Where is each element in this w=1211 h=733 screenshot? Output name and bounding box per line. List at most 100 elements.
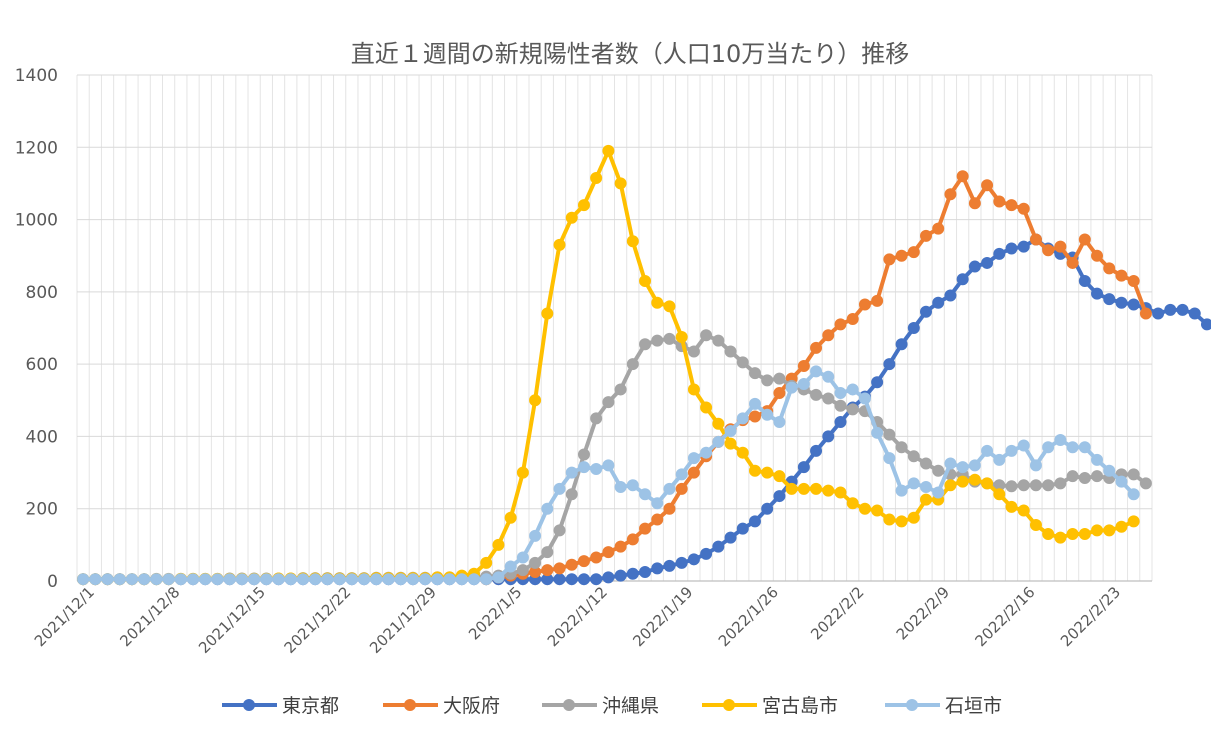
data-point	[895, 441, 908, 454]
data-point	[907, 450, 920, 463]
legend-swatch-marker	[906, 699, 918, 711]
data-point	[138, 573, 151, 586]
x-tick-label: 2022/2/16	[971, 583, 1038, 650]
data-point	[761, 502, 774, 515]
data-point	[736, 522, 749, 535]
legend-label: 東京都	[282, 695, 339, 717]
data-point	[223, 573, 236, 586]
data-point	[981, 444, 994, 457]
data-point	[846, 312, 859, 325]
data-point	[1017, 479, 1030, 492]
data-point	[1042, 441, 1055, 454]
data-point	[1078, 471, 1091, 484]
x-tick-label: 2021/12/8	[116, 583, 183, 650]
data-point	[602, 396, 615, 409]
data-point	[968, 473, 981, 486]
data-point	[724, 531, 737, 544]
series-line	[485, 174, 1148, 582]
data-point	[516, 466, 529, 479]
data-point	[932, 464, 945, 477]
data-point	[883, 253, 896, 266]
data-point	[944, 188, 957, 201]
data-point	[565, 573, 578, 586]
data-point	[675, 556, 688, 569]
data-point	[626, 358, 639, 371]
x-tick-label: 2022/1/19	[629, 583, 696, 650]
data-point	[1127, 298, 1140, 311]
data-point	[1017, 439, 1030, 452]
data-point	[1078, 275, 1091, 288]
data-point	[187, 573, 200, 586]
data-point	[1078, 233, 1091, 246]
data-point	[748, 410, 761, 423]
data-point	[77, 573, 90, 586]
data-point	[150, 573, 163, 586]
data-point	[651, 296, 664, 309]
data-point	[651, 497, 664, 510]
data-point	[687, 452, 700, 465]
data-point	[1017, 240, 1030, 253]
data-point	[492, 571, 505, 584]
data-point	[614, 540, 627, 553]
x-tick-label: 2022/1/5	[465, 583, 525, 643]
y-tick-label: 400	[26, 427, 58, 447]
data-point	[810, 482, 823, 495]
data-point	[1091, 249, 1104, 262]
data-point	[712, 540, 725, 553]
data-point	[1103, 524, 1116, 537]
gridlines	[76, 74, 1153, 582]
legend-label: 宮古島市	[762, 695, 838, 717]
data-point	[626, 533, 639, 546]
data-point	[920, 229, 933, 242]
data-point	[529, 394, 542, 407]
data-point	[370, 573, 383, 586]
data-point	[895, 515, 908, 528]
y-tick-label: 1200	[15, 138, 58, 158]
data-point	[871, 294, 884, 307]
data-point	[492, 538, 505, 551]
data-point	[871, 504, 884, 517]
data-point	[920, 305, 933, 318]
data-point	[968, 260, 981, 273]
data-point	[663, 482, 676, 495]
data-point	[761, 408, 774, 421]
data-point	[468, 573, 481, 586]
data-point	[736, 356, 749, 369]
data-point	[1042, 244, 1055, 257]
data-point	[382, 573, 395, 586]
data-point	[858, 392, 871, 405]
data-point	[895, 338, 908, 351]
data-point	[773, 387, 786, 400]
data-point	[1005, 500, 1018, 513]
data-point	[1115, 520, 1128, 533]
data-point	[932, 296, 945, 309]
data-point	[419, 573, 432, 586]
data-point	[1176, 303, 1189, 316]
data-point	[736, 446, 749, 459]
legend: 東京都 大阪府 沖縄県 宮古島市 石垣市	[222, 695, 1002, 717]
data-point	[700, 446, 713, 459]
data-point	[822, 392, 835, 405]
data-point	[846, 403, 859, 416]
data-point	[846, 383, 859, 396]
data-point	[614, 569, 627, 582]
data-point	[1029, 479, 1042, 492]
x-tick-label: 2022/2/23	[1057, 583, 1124, 650]
data-point	[956, 170, 969, 183]
series-1	[480, 170, 1152, 586]
data-point	[907, 477, 920, 490]
data-point	[1078, 528, 1091, 541]
data-point	[687, 345, 700, 358]
legend-swatch-marker	[243, 699, 255, 711]
data-point	[1127, 275, 1140, 288]
data-point	[1127, 468, 1140, 481]
data-point	[1005, 199, 1018, 212]
data-point	[333, 573, 346, 586]
data-point	[981, 477, 994, 490]
data-point	[822, 329, 835, 342]
data-point	[614, 383, 627, 396]
data-point	[920, 457, 933, 470]
legend-item: 石垣市	[885, 695, 1002, 717]
data-point	[614, 481, 627, 494]
data-point	[1054, 531, 1067, 544]
